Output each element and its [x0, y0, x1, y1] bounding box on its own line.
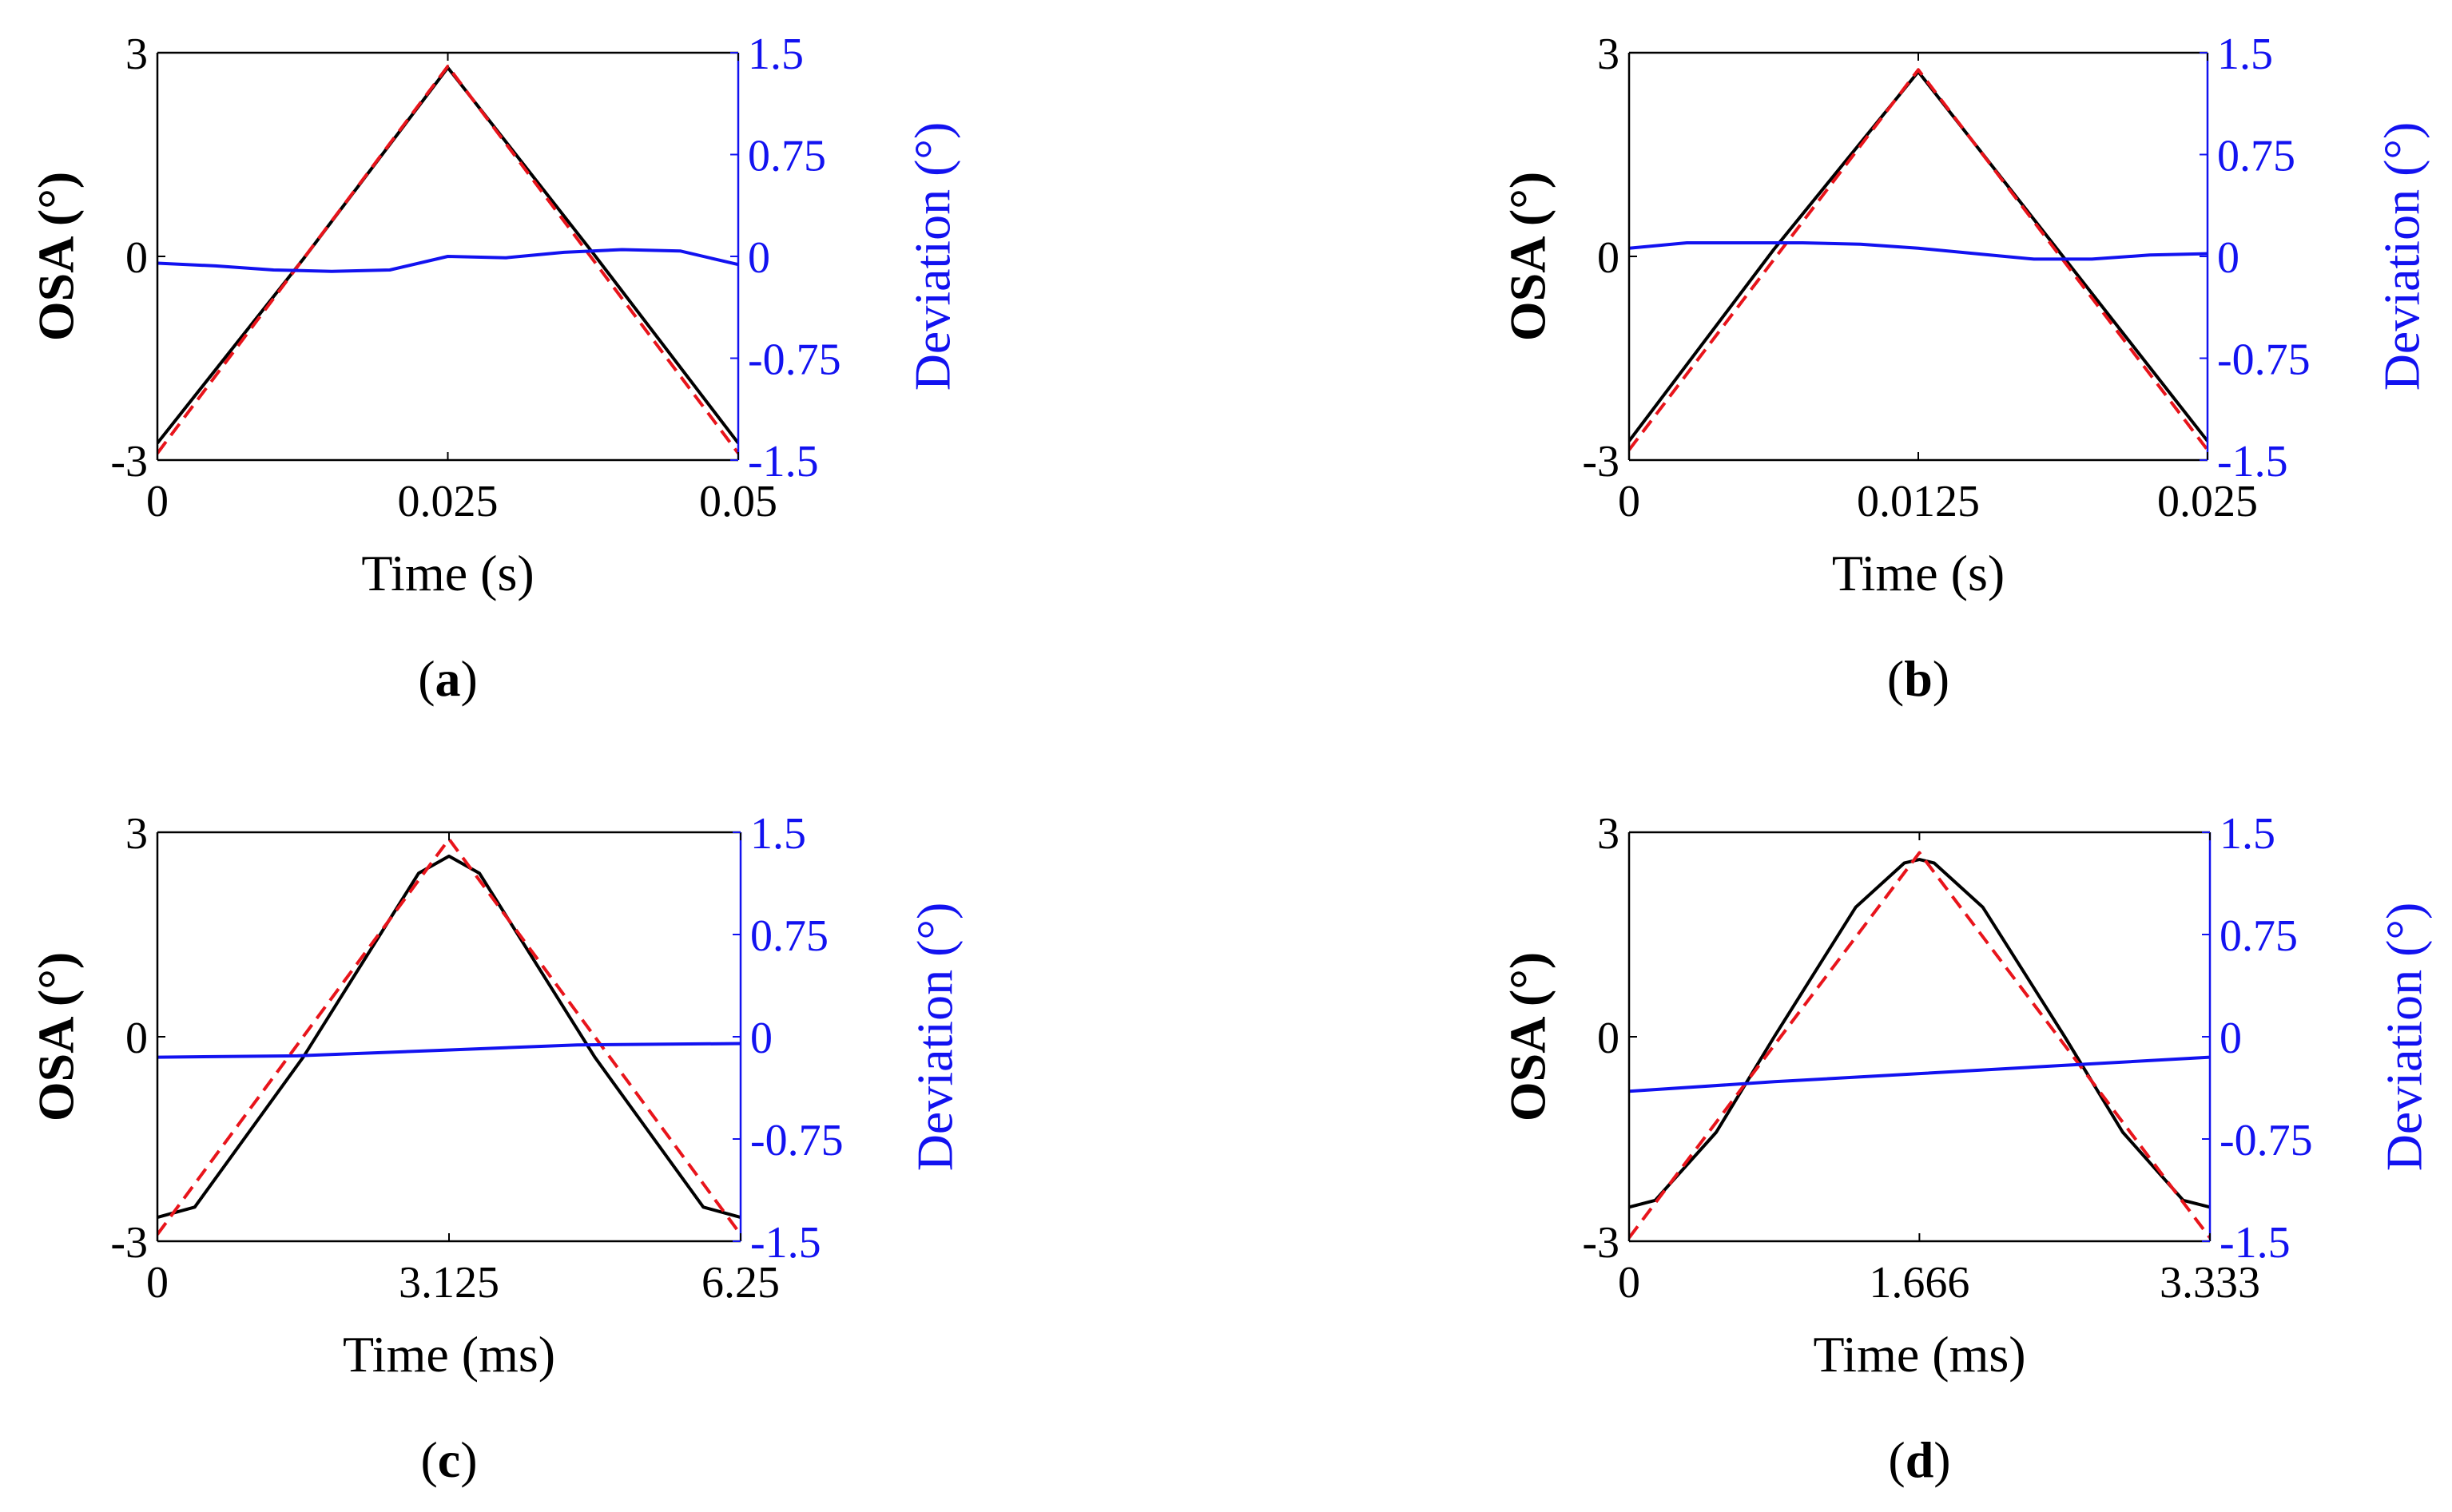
x-tick-label: 6.25	[701, 1258, 780, 1308]
series-line-osa-measured	[1629, 858, 2210, 1209]
y-right-axis-label: Deviation (°)	[2374, 122, 2430, 391]
series-line-osa-measured	[157, 854, 741, 1220]
series-line-osa-reference	[1629, 851, 2210, 1239]
panel-label: (b)	[1887, 650, 1949, 707]
y-right-tick-label: -0.75	[2217, 335, 2311, 385]
x-tick-label: 0.025	[2157, 477, 2258, 526]
y-left-tick-label: 0	[1597, 233, 1619, 283]
y-left-axis-label: OSA (°)	[28, 952, 85, 1121]
panel-label-letter: b	[1904, 650, 1933, 707]
panel-label-close-paren: )	[1933, 1431, 1950, 1488]
series-line-osa-reference	[1629, 68, 2208, 451]
x-tick-label: 0	[1618, 1258, 1640, 1308]
panel-label: (a)	[418, 650, 478, 707]
y-right-tick-label: -0.75	[2220, 1116, 2313, 1165]
panel-label-close-paren: )	[461, 650, 478, 707]
y-left-tick-label: 0	[125, 233, 148, 283]
panel-label-open-paren: (	[1888, 1431, 1905, 1488]
y-left-tick-label: 3	[125, 30, 148, 79]
panel-label: (c)	[420, 1431, 477, 1488]
panel-label-open-paren: (	[1887, 650, 1904, 707]
x-tick-label: 3.125	[399, 1258, 499, 1308]
y-right-tick-label: -1.5	[748, 437, 819, 486]
y-right-tick-label: -1.5	[2220, 1218, 2291, 1268]
y-right-tick-label: -0.75	[750, 1116, 844, 1165]
y-right-tick-label: 0.75	[2217, 132, 2295, 181]
series-line-deviation	[157, 1042, 741, 1059]
y-left-tick-label: 3	[125, 809, 148, 859]
y-right-tick-label: 1.5	[748, 30, 804, 79]
y-left-tick-label: 0	[1597, 1014, 1619, 1063]
y-right-tick-label: 0	[2217, 233, 2239, 283]
x-axis-label: Time (ms)	[343, 1326, 555, 1383]
y-right-axis-label: Deviation (°)	[2376, 903, 2433, 1172]
y-right-tick-label: 0	[748, 233, 770, 283]
y-left-tick-label: -3	[110, 1218, 148, 1268]
y-left-axis-label: OSA (°)	[28, 172, 85, 341]
x-tick-label: 0	[1618, 477, 1640, 526]
x-tick-label: 1.666	[1869, 1258, 1969, 1308]
y-right-axis-label: Deviation (°)	[904, 122, 961, 391]
y-left-axis-label: OSA (°)	[1500, 172, 1556, 341]
series-line-osa-reference	[157, 65, 738, 454]
y-right-tick-label: 0	[2220, 1014, 2242, 1063]
y-right-tick-label: 0.75	[748, 132, 826, 181]
series-line-deviation	[1629, 241, 2208, 261]
x-axis-label: Time (ms)	[1813, 1326, 2025, 1383]
y-right-tick-label: -1.5	[750, 1218, 821, 1268]
y-right-tick-label: 0	[750, 1014, 773, 1063]
x-tick-label: 0.0125	[1857, 477, 1980, 526]
x-axis-label: Time (s)	[361, 545, 534, 601]
y-right-tick-label: 0.75	[750, 911, 829, 961]
y-right-tick-label: 1.5	[2220, 809, 2275, 859]
y-left-tick-label: 3	[1597, 809, 1619, 859]
x-axis-label: Time (s)	[1832, 545, 2005, 601]
y-left-tick-label: -3	[1582, 1218, 1619, 1268]
panel-label-open-paren: (	[418, 650, 435, 707]
panel-label-close-paren: )	[1933, 650, 1949, 707]
y-left-tick-label: -3	[110, 437, 148, 486]
panel-label-letter: a	[435, 650, 461, 707]
y-right-tick-label: 0.75	[2220, 911, 2298, 961]
x-tick-label: 0	[146, 1258, 169, 1308]
x-tick-label: 0.025	[398, 477, 499, 526]
panel-label-open-paren: (	[420, 1431, 437, 1488]
panel-label-close-paren: )	[460, 1431, 477, 1488]
y-left-tick-label: 0	[125, 1014, 148, 1063]
panel-label: (d)	[1888, 1431, 1950, 1488]
panel-label-letter: c	[438, 1431, 460, 1488]
series-line-deviation	[1629, 1055, 2210, 1093]
y-right-tick-label: -0.75	[748, 335, 841, 385]
y-right-axis-label: Deviation (°)	[907, 903, 964, 1172]
series-line-osa-reference	[157, 837, 741, 1236]
panel-label-letter: d	[1906, 1431, 1934, 1488]
y-right-tick-label: 1.5	[750, 809, 806, 859]
y-right-tick-label: 1.5	[2217, 30, 2273, 79]
y-left-tick-label: -3	[1582, 437, 1619, 486]
y-left-tick-label: 3	[1597, 30, 1619, 79]
y-left-axis-label: OSA (°)	[1500, 952, 1556, 1121]
series-line-deviation	[157, 248, 738, 273]
y-right-tick-label: -1.5	[2217, 437, 2288, 486]
x-tick-label: 3.333	[2160, 1258, 2260, 1308]
x-tick-label: 0	[146, 477, 169, 526]
x-tick-label: 0.05	[699, 477, 777, 526]
